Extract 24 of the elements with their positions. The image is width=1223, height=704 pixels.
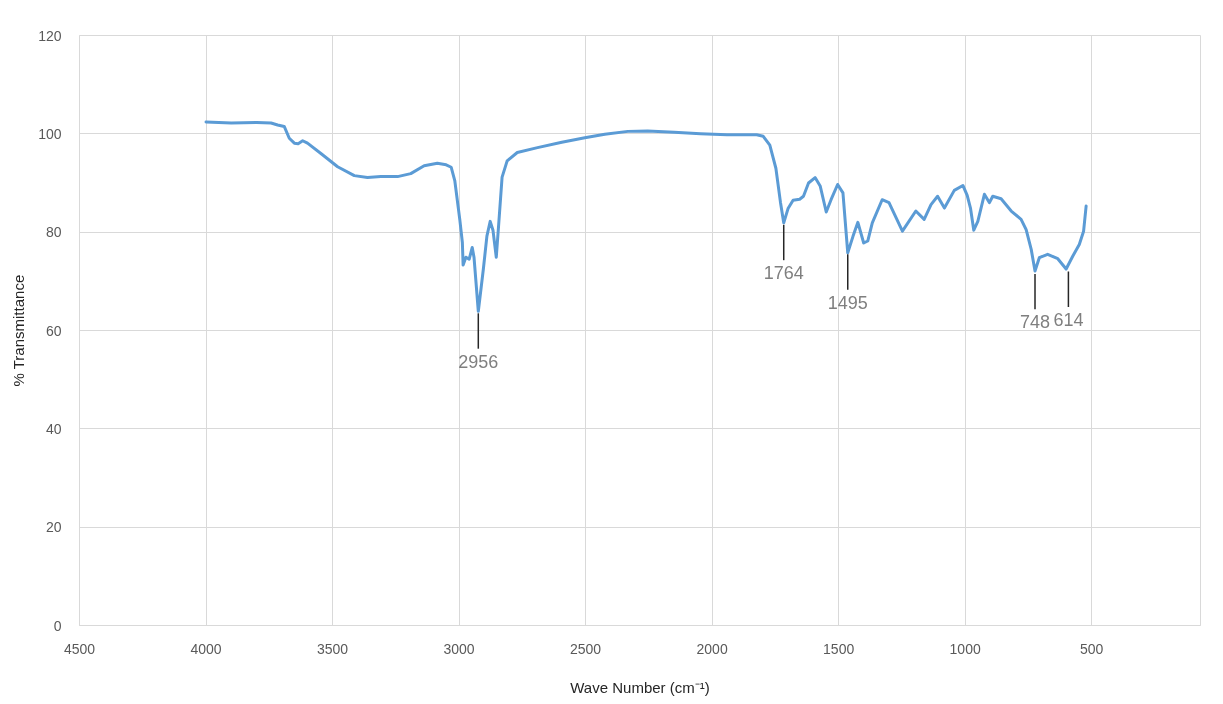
y-tick-label: 100 (38, 125, 62, 142)
annotation: 1495 (827, 292, 868, 313)
y-tick-label: 80 (45, 224, 62, 241)
annotation: 748 (1019, 312, 1051, 333)
annotation: 614 (1053, 309, 1084, 330)
x-tick-label: 3000 (443, 640, 475, 657)
x-tick-label: 2000 (696, 640, 728, 657)
y-tick-label: 120 (38, 27, 62, 44)
x-tick-label: 4000 (190, 640, 222, 657)
y-axis-title: % Transmittance (10, 274, 28, 387)
x-tick-label: 1000 (949, 640, 981, 657)
x-tick-label: 3500 (316, 640, 349, 657)
x-tick-label: 2500 (570, 640, 602, 657)
y-tick-label: 40 (45, 420, 62, 437)
x-axis-title: Wave Number (cm⁻¹) (570, 678, 710, 696)
y-tick-label: 60 (45, 322, 62, 339)
annotation: 2956 (458, 351, 499, 372)
y-tick-label: 0 (53, 617, 62, 634)
x-tick-label: 500 (1080, 640, 1104, 657)
x-tick-label: 1500 (823, 640, 855, 657)
annotation: 1764 (763, 263, 804, 284)
x-tick-label: 4500 (63, 640, 96, 657)
y-tick-label: 20 (45, 519, 62, 536)
line-series (204, 120, 1088, 313)
